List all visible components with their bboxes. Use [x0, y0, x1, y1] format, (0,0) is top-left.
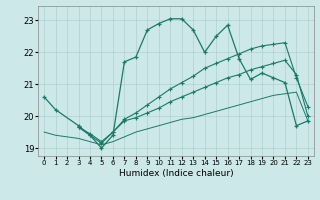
X-axis label: Humidex (Indice chaleur): Humidex (Indice chaleur) — [119, 169, 233, 178]
